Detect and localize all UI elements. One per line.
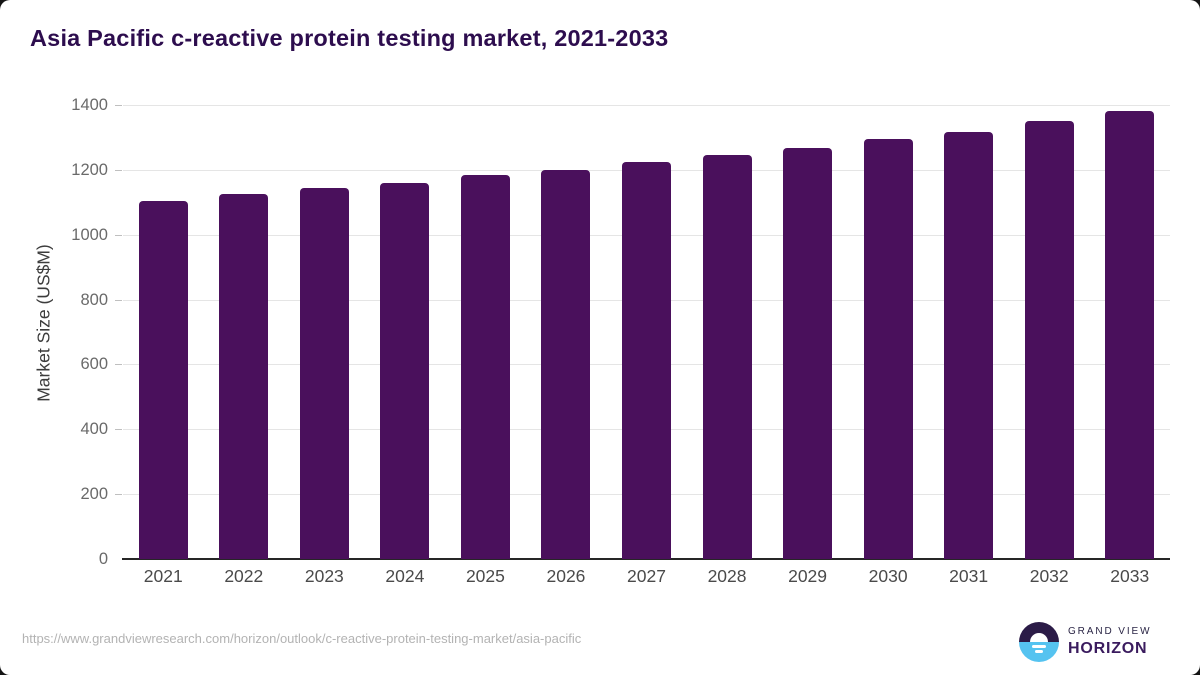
x-tick-label-2029: 2029	[788, 566, 828, 586]
bar-2026	[541, 169, 591, 559]
bar-2023	[299, 188, 349, 559]
bar-2021	[138, 200, 188, 559]
y-tick-label-600: 600	[80, 355, 108, 374]
y-tick-label-1200: 1200	[71, 160, 108, 179]
horizon-sun-logo-icon	[1019, 622, 1059, 662]
bar-2024	[380, 182, 430, 559]
chart-title: Asia Pacific c-reactive protein testing …	[30, 25, 669, 51]
logo-text-grand-view: GRAND VIEW	[1068, 626, 1152, 637]
x-tick-label-2025: 2025	[465, 566, 505, 586]
x-tick-label-2028: 2028	[707, 566, 747, 586]
logo-sun-dome	[1030, 633, 1048, 642]
x-tick-label-2022: 2022	[224, 566, 264, 586]
y-tick-label-1400: 1400	[71, 96, 108, 114]
x-tick-label-2023: 2023	[304, 566, 344, 586]
y-tickmark-1400	[115, 105, 122, 106]
y-tick-label-0: 0	[98, 550, 108, 568]
x-tick-label-2031: 2031	[949, 566, 989, 586]
y-tickmark-800	[115, 299, 122, 301]
x-tick-label-2024: 2024	[385, 566, 425, 586]
bar-2033	[1105, 111, 1155, 559]
bar-2025	[460, 175, 510, 559]
bar-2027	[622, 162, 671, 559]
y-tickmark-600	[115, 364, 122, 366]
logo-text-horizon: HORIZON	[1068, 640, 1148, 657]
x-tick-label-2021: 2021	[143, 566, 183, 586]
bar-2022	[219, 194, 269, 559]
bar-2031	[944, 131, 994, 559]
source-url: https://www.grandviewresearch.com/horizo…	[22, 631, 582, 646]
bar-2030	[863, 139, 913, 559]
x-tick-label-2026: 2026	[546, 566, 586, 586]
gridline-1400	[123, 105, 1170, 106]
y-tickmark-400	[115, 429, 122, 431]
y-tick-label-800: 800	[80, 290, 108, 309]
y-tick-label-400: 400	[80, 420, 108, 439]
y-tick-label-200: 200	[80, 485, 108, 504]
y-tickmark-1200	[115, 169, 122, 171]
y-tickmark-1000	[115, 234, 122, 236]
bar-2029	[783, 148, 833, 559]
logo-reflection-line-2	[1035, 650, 1043, 653]
x-tick-label-2030: 2030	[868, 566, 908, 586]
y-tick-label-1000: 1000	[71, 225, 108, 244]
x-axis-line	[122, 558, 1170, 560]
logo-reflection-line-1	[1032, 645, 1046, 648]
y-tickmark-200	[115, 494, 122, 496]
x-tick-label-2032: 2032	[1029, 566, 1069, 586]
grand-view-horizon-logo: GRAND VIEW HORIZON	[1019, 622, 1151, 662]
bar-2028	[702, 155, 752, 559]
bar-2032	[1024, 121, 1074, 559]
x-tick-label-2033: 2033	[1110, 566, 1150, 586]
x-tick-label-2027: 2027	[627, 566, 666, 586]
logo-text: GRAND VIEW HORIZON	[1068, 626, 1151, 658]
